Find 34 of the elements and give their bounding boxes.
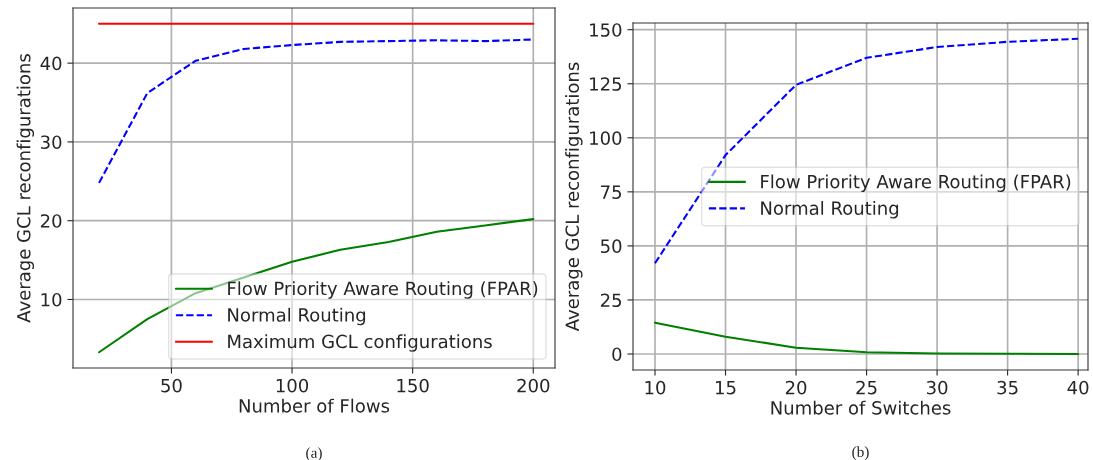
- y-tick-label: 25: [600, 293, 622, 308]
- y-tick-label: 50: [601, 239, 622, 254]
- legend-label: Maximum GCL configurations: [228, 334, 492, 352]
- y-tick-label: 125: [590, 77, 622, 91]
- y-axis-title: Average GCL reconfigurations: [16, 54, 35, 323]
- x-tick-label: 10: [645, 380, 666, 395]
- y-tick-label: 75: [601, 185, 622, 199]
- legend-label: Flow Priority Aware Routing (FPAR): [761, 174, 1071, 192]
- x-tick-label: 35: [997, 380, 1018, 395]
- y-axis-title: Average GCL reconfigurations: [565, 62, 583, 332]
- x-tick-label: 30: [926, 380, 948, 395]
- y-tick-label: 100: [590, 131, 622, 145]
- x-tick-label: 150: [397, 378, 429, 393]
- x-tick-label: 15: [716, 380, 736, 395]
- y-tick-label: 150: [590, 23, 622, 37]
- x-tick-label: 25: [856, 380, 877, 395]
- x-axis-title: Number of Switches: [771, 400, 951, 415]
- text: (b): [852, 446, 869, 460]
- x-tick-label: 50: [161, 378, 182, 393]
- legend-label: Normal Routing: [761, 201, 899, 219]
- y-tick-label: 40: [40, 56, 62, 71]
- x-axis-title: Number of Flows: [239, 398, 390, 413]
- y-tick-label: 0: [612, 347, 622, 362]
- x-tick-label: 100: [276, 378, 309, 393]
- legend-label: Flow Priority Aware Routing (FPAR): [228, 281, 538, 299]
- y-tick-label: 10: [41, 292, 62, 307]
- y-tick-label: 20: [40, 214, 62, 228]
- legend-label: Normal Routing: [228, 307, 366, 326]
- x-tick-label: 20: [785, 380, 807, 395]
- x-tick-label: 200: [517, 378, 550, 393]
- y-tick-label: 30: [40, 135, 62, 150]
- line-series: [653, 321, 1080, 356]
- x-tick-label: 40: [1067, 380, 1089, 395]
- line-series: [653, 37, 1080, 265]
